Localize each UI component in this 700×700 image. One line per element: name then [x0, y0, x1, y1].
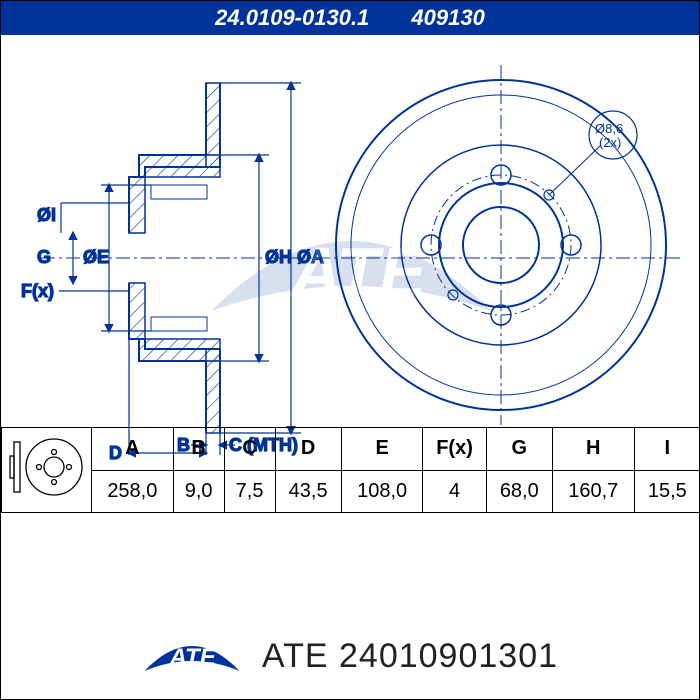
- val-D: 43,5: [275, 470, 341, 513]
- header-part-1: 24.0109-0130.1: [215, 5, 369, 30]
- disc-icon: [8, 434, 86, 500]
- val-G: 68,0: [486, 470, 552, 513]
- bolt-dia-label: Ø8,6: [595, 121, 623, 136]
- col-B: B: [173, 428, 224, 471]
- spec-table: A B C D E F(x) G H I 258,0 9,0 7,5 43,5 …: [1, 427, 700, 513]
- col-A: A: [92, 428, 174, 471]
- val-E: 108,0: [341, 470, 423, 513]
- disc-icon-cell: [2, 428, 92, 513]
- table-value-row: 258,0 9,0 7,5 43,5 108,0 4 68,0 160,7 15…: [2, 470, 700, 513]
- spec-card: 24.0109-0130.1 409130 Abbildung ähnlich …: [0, 0, 700, 700]
- val-A: 258,0: [92, 470, 174, 513]
- col-E: E: [341, 428, 423, 471]
- footer: ATE ATE 24010901301: [1, 631, 699, 681]
- dim-G-label: G: [37, 247, 51, 267]
- dim-I-label: ØI: [37, 205, 56, 225]
- col-C: C: [224, 428, 275, 471]
- dim-A-label: ØA: [297, 247, 324, 267]
- footer-part-number: ATE 24010901301: [262, 637, 558, 676]
- bolt-count-label: (2x): [599, 135, 621, 150]
- val-B: 9,0: [173, 470, 224, 513]
- val-C: 7,5: [224, 470, 275, 513]
- val-I: 15,5: [634, 470, 700, 513]
- diagram-area: ØA ØH ØE ØI G F(x): [1, 35, 699, 425]
- dim-E-label: ØE: [83, 247, 109, 267]
- header-part-2: 409130: [411, 5, 484, 30]
- table-header-row: A B C D E F(x) G H I: [2, 428, 700, 471]
- val-F: 4: [423, 470, 486, 513]
- tech-drawing: ØA ØH ØE ØI G F(x): [1, 35, 700, 461]
- header-bar: 24.0109-0130.1 409130: [1, 1, 699, 35]
- dim-F-label: F(x): [21, 281, 54, 301]
- dim-H-label: ØH: [265, 247, 292, 267]
- col-H: H: [552, 428, 634, 471]
- ate-logo: ATE: [142, 631, 242, 681]
- val-H: 160,7: [552, 470, 634, 513]
- col-G: G: [486, 428, 552, 471]
- col-I: I: [634, 428, 700, 471]
- col-F: F(x): [423, 428, 486, 471]
- ate-logo-text: ATE: [168, 644, 216, 671]
- col-D: D: [275, 428, 341, 471]
- front-view: Ø8,6 (2x): [336, 65, 666, 425]
